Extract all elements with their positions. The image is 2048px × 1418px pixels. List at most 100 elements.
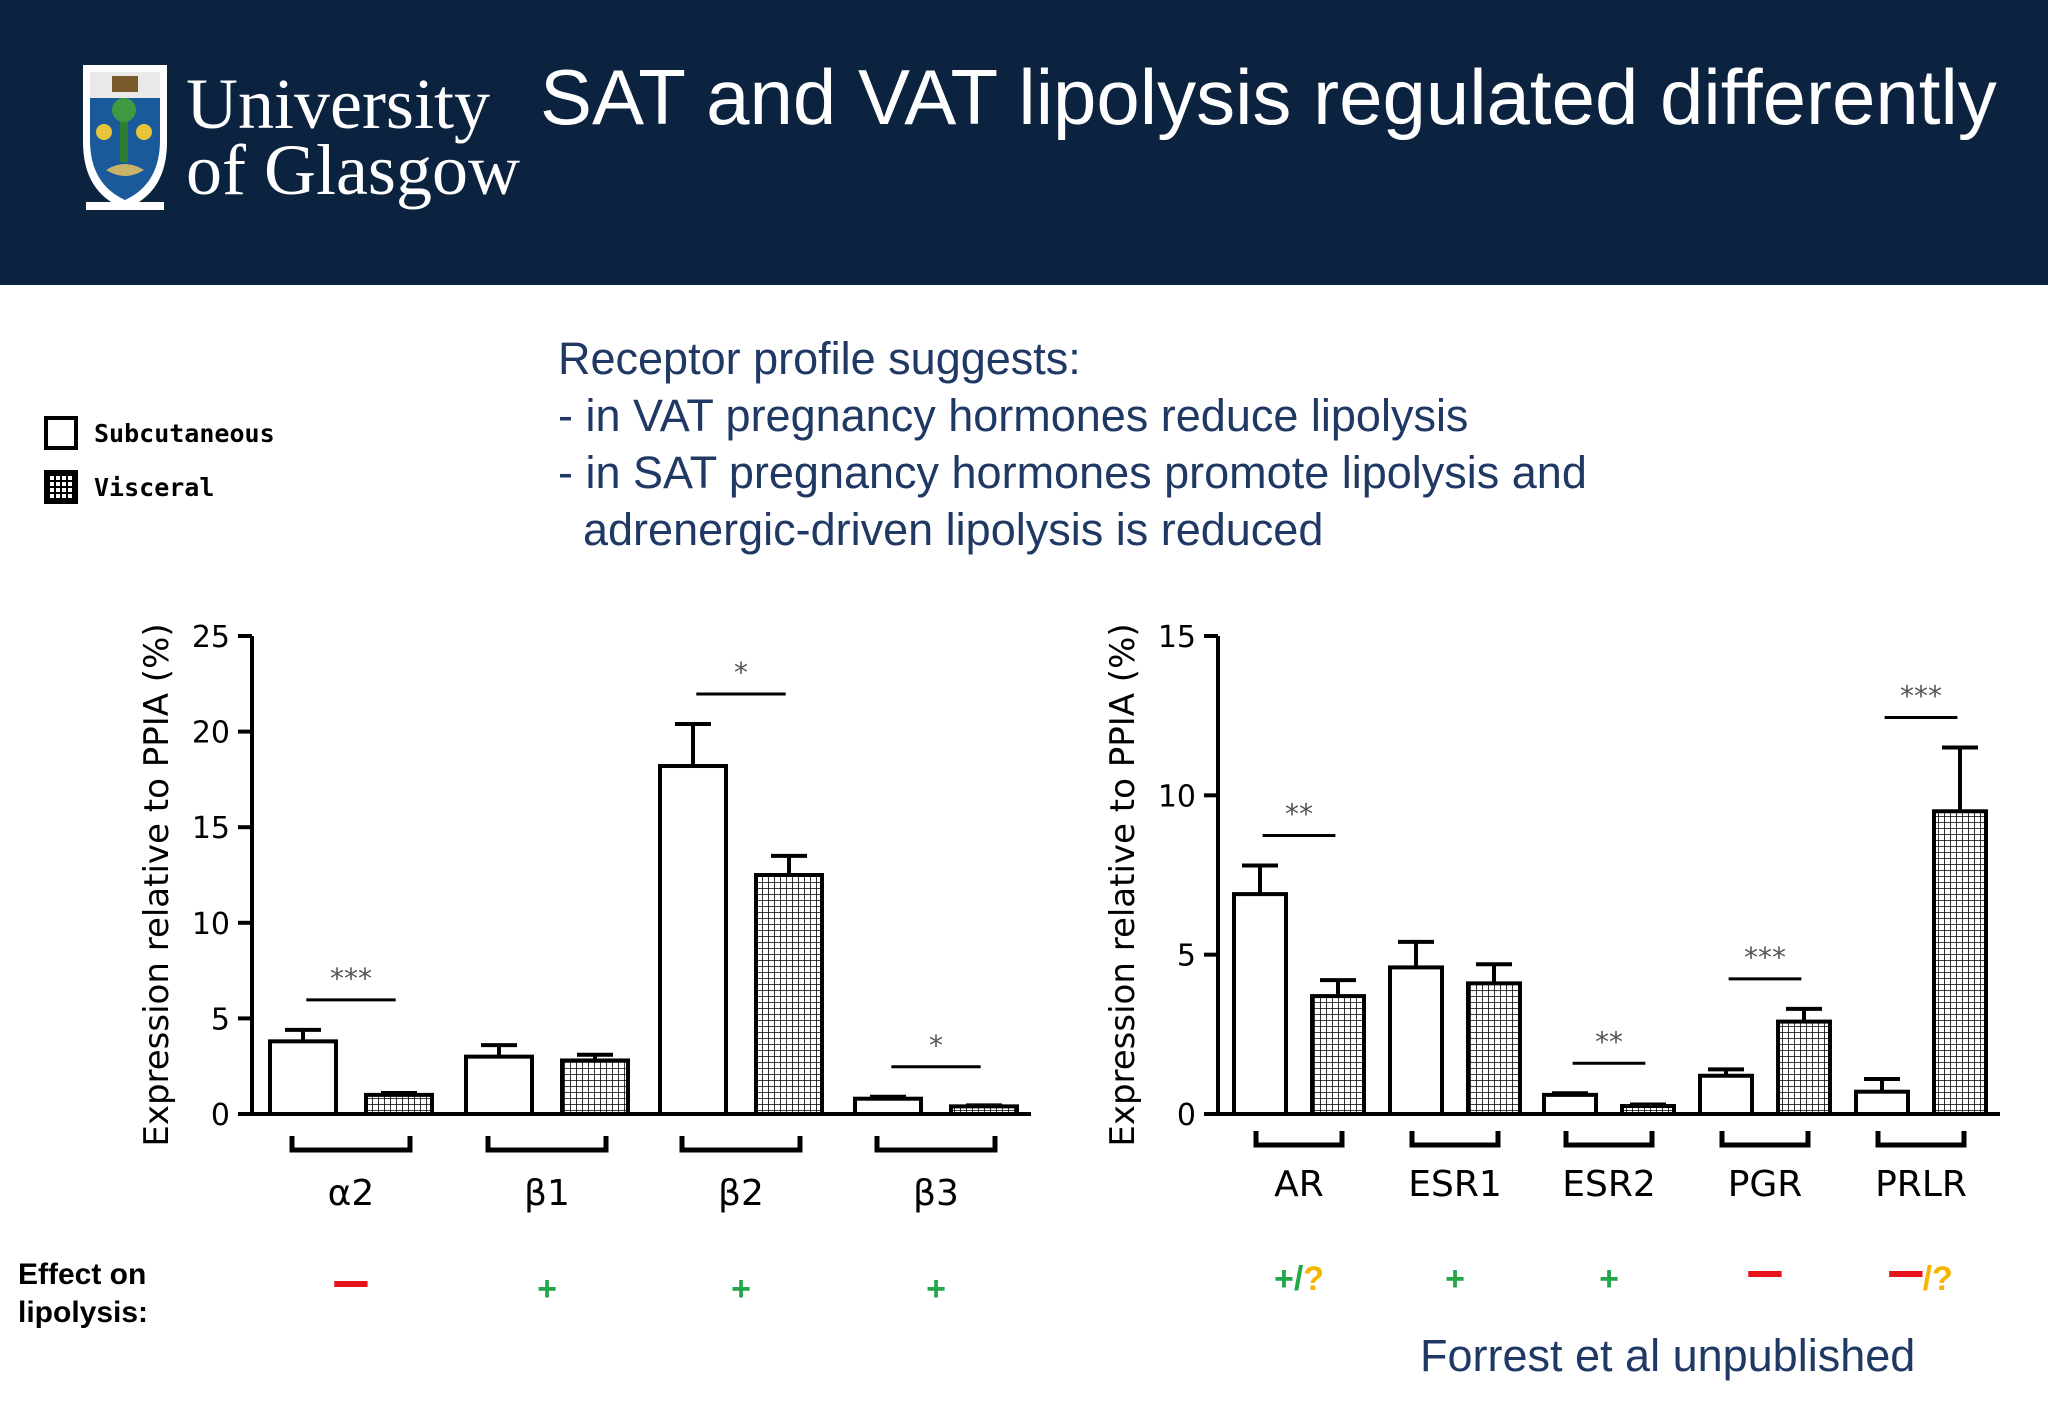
effect-symbol: ‒ [333,1246,368,1313]
note-line: Receptor profile suggests: [558,333,1081,384]
category-bracket [1253,1131,1345,1148]
note-line: adrenergic-driven lipolysis is reduced [558,504,1324,555]
significance-stars: *** [1900,680,1942,713]
category-label: PGR [1728,1164,1803,1205]
category-bracket [1409,1131,1501,1148]
logo-text-line1: University [186,64,490,144]
bar-visceral [560,1058,630,1116]
effect-symbol: + [926,1270,946,1308]
bar-subcutaneous [268,1039,338,1116]
bar-visceral [754,873,824,1116]
y-tick-label: 0 [1177,1098,1196,1133]
effect-symbol: ‒ [1747,1236,1782,1303]
legend-swatch-open [44,416,78,450]
y-tick-label: 10 [192,907,230,942]
hormone-receptor-chart: 0 5 10 15 Expression relative to PPIA (%) ** A… [1103,620,2000,1303]
category-label: PRLR [1875,1164,1967,1205]
bar-subcutaneous [853,1096,923,1116]
y-tick-label: 25 [192,620,230,655]
slide-title: SAT and VAT lipolysis regulated differen… [540,53,1997,141]
effect-symbol-part: + [1599,1260,1619,1298]
effect-symbol-part: + [926,1270,946,1308]
category-label: β1 [524,1173,570,1214]
bar-visceral [364,1092,434,1117]
bar-visceral [1932,809,1988,1116]
receptor-profile-note: Receptor profile suggests: - in VAT preg… [558,330,1587,558]
slide-header: University of Glasgow SAT and VAT lipoly… [0,0,2048,285]
adrenergic-receptor-chart: 0 5 10 15 20 25 Expression relative to PPIA (%… [137,620,1031,1313]
note-line: - in SAT pregnancy hormones promote lipo… [558,447,1587,498]
y-tick-label: 5 [1177,939,1196,974]
category-bracket [289,1136,413,1153]
bar-visceral [1466,981,1522,1117]
legend-label: Visceral [94,472,215,502]
y-axis-label: Expression relative to PPIA (%) [1103,623,1143,1146]
effect-symbol: + [731,1270,751,1308]
university-crest-icon [83,65,167,210]
university-logo: University of Glasgow [80,62,520,222]
legend-item-visceral: Visceral [44,470,214,504]
category-label: AR [1274,1164,1324,1205]
bar-visceral [949,1104,1019,1117]
legend-swatch-hatched [44,470,78,504]
bar-visceral [1310,994,1366,1116]
effect-label-line: Effect on [18,1258,147,1291]
effect-symbol-part: / [1294,1260,1304,1298]
category-bracket [485,1136,609,1153]
significance-stars: ** [1595,1025,1623,1058]
bar-subcutaneous [1698,1073,1754,1117]
effect-symbol-part: ‒ [1747,1236,1782,1303]
effect-label: Effect on lipolysis: [18,1256,148,1332]
y-axis-label: Expression relative to PPIA (%) [137,623,177,1146]
significance-stars: *** [330,962,372,995]
legend-item-subcutaneous: Subcutaneous [44,416,275,450]
bar-visceral [1776,1019,1832,1116]
y-tick-label: 10 [1158,779,1196,814]
bar-subcutaneous [1542,1092,1598,1117]
category-bracket [679,1136,803,1153]
significance-stars: * [734,656,748,689]
effect-label-line: lipolysis: [18,1296,149,1329]
effect-symbol-part: ? [1303,1260,1324,1298]
significance-stars: *** [1744,941,1786,974]
effect-symbol: ‒/? [1888,1236,1953,1303]
legend-label: Subcutaneous [94,418,275,448]
category-label: β3 [913,1173,959,1214]
effect-symbol-part: + [1274,1260,1294,1298]
category-bracket [1875,1131,1967,1148]
category-bracket [874,1136,998,1153]
y-tick-label: 15 [1158,620,1196,655]
effect-symbol-part: ‒ [333,1246,368,1313]
effect-symbol-part: + [1445,1260,1465,1298]
credit-text: Forrest et al unpublished [1420,1330,1916,1381]
effect-symbol-part: + [537,1270,557,1308]
bar-subcutaneous [1388,965,1444,1116]
category-label: ESR1 [1408,1164,1502,1205]
bar-subcutaneous [464,1054,534,1117]
category-label: α2 [328,1173,375,1214]
effect-symbol: +/? [1274,1260,1324,1298]
bar-subcutaneous [1232,892,1288,1116]
effect-symbol: + [1599,1260,1619,1298]
y-tick-label: 20 [192,716,230,751]
category-bracket [1563,1131,1655,1148]
category-label: ESR2 [1562,1164,1656,1205]
significance-stars: * [929,1029,943,1062]
category-bracket [1719,1131,1811,1148]
effect-symbol-part: ‒ [1888,1236,1923,1303]
effect-symbol: + [1445,1260,1465,1298]
y-tick-label: 0 [211,1098,230,1133]
bar-subcutaneous [1854,1089,1910,1117]
y-tick-label: 15 [192,811,230,846]
note-line: - in VAT pregnancy hormones reduce lipol… [558,390,1469,441]
effect-symbol-part: + [731,1270,751,1308]
effect-symbol-part: /? [1923,1260,1953,1298]
bar-subcutaneous [658,764,728,1116]
bar-visceral [1620,1104,1676,1116]
category-label: β2 [718,1173,764,1214]
effect-symbol: + [537,1270,557,1308]
logo-text-line2: of Glasgow [186,130,520,210]
y-tick-label: 5 [211,1002,230,1037]
significance-stars: ** [1285,797,1313,830]
